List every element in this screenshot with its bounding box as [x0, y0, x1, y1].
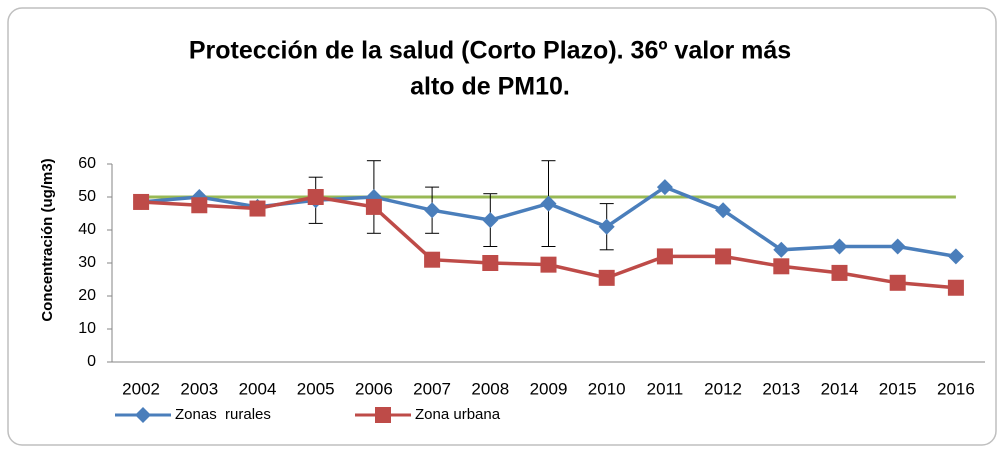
- marker: [540, 256, 557, 273]
- x-tick-label: 2013: [762, 379, 800, 398]
- marker: [540, 195, 557, 212]
- marker: [656, 179, 673, 196]
- marker: [773, 241, 790, 258]
- marker: [889, 238, 906, 255]
- x-tick-label: 2011: [647, 379, 684, 398]
- marker: [375, 407, 391, 423]
- marker: [365, 198, 382, 215]
- y-tick-label: 20: [78, 287, 96, 304]
- legend-label: Zona urbana: [415, 406, 501, 423]
- marker: [831, 264, 848, 281]
- marker: [482, 212, 499, 229]
- x-tick-label: 2014: [821, 379, 859, 398]
- x-tick-label: 2012: [704, 379, 742, 398]
- marker: [773, 258, 790, 275]
- marker: [715, 202, 732, 219]
- y-axis-label: Concentración (ug/m3): [39, 158, 56, 321]
- marker: [598, 269, 615, 286]
- x-tick-label: 2005: [297, 379, 335, 398]
- marker: [133, 193, 150, 210]
- y-tick-label: 10: [78, 320, 96, 337]
- y-tick-label: 0: [87, 353, 96, 370]
- y-tick-label: 50: [78, 188, 96, 205]
- marker: [482, 255, 499, 271]
- marker: [424, 202, 441, 219]
- x-tick-label: 2016: [937, 379, 975, 398]
- x-tick-label: 2009: [530, 379, 568, 398]
- chart-title: alto de PM10.: [410, 73, 570, 101]
- legend-label: Zonas rurales: [175, 406, 271, 423]
- marker: [947, 248, 964, 265]
- marker: [715, 248, 732, 265]
- marker: [831, 238, 848, 255]
- chart-title: Protección de la salud (Corto Plazo). 36…: [189, 37, 791, 65]
- x-tick-label: 2006: [355, 379, 393, 398]
- x-tick-label: 2008: [471, 379, 509, 398]
- y-tick-label: 40: [78, 221, 96, 238]
- x-tick-label: 2002: [122, 379, 160, 398]
- marker: [598, 218, 615, 235]
- marker: [249, 200, 266, 217]
- marker: [307, 189, 324, 205]
- marker: [656, 248, 673, 265]
- x-tick-label: 2007: [413, 379, 451, 398]
- chart-border: [7, 7, 997, 446]
- marker: [889, 274, 906, 291]
- marker: [191, 197, 208, 214]
- x-tick-label: 2010: [588, 379, 626, 398]
- marker: [135, 407, 151, 423]
- x-tick-label: 2003: [180, 379, 218, 398]
- y-tick-label: 60: [78, 155, 96, 172]
- marker: [424, 251, 441, 268]
- y-tick-label: 30: [78, 254, 96, 271]
- x-tick-label: 2015: [879, 379, 917, 398]
- x-tick-label: 2004: [239, 379, 277, 398]
- marker: [947, 279, 964, 296]
